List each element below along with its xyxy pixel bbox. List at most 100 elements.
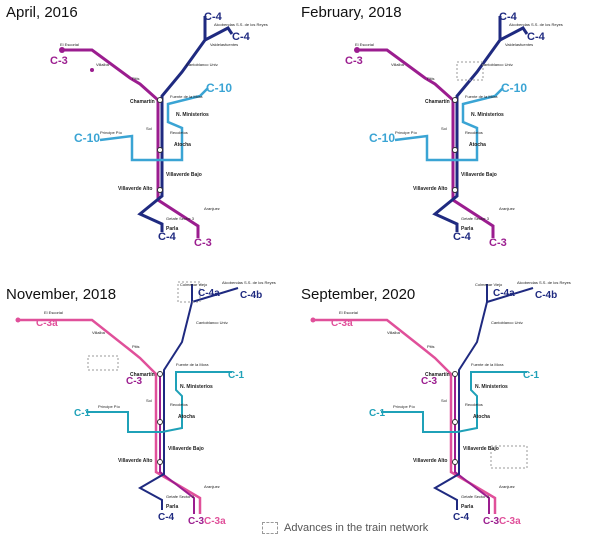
station-pitis: Pitis (427, 344, 435, 349)
station-pitis: Pitis (132, 344, 140, 349)
station-parla: Parla (461, 226, 473, 232)
station-getafe: Getafe Sector 3 (166, 216, 195, 221)
station-dot (354, 47, 360, 53)
station-chamartin: Chamartín (130, 372, 155, 378)
network-diagram: C-4 C-4 C-3 C-3 C-4 C-10 C-10 El Escoria… (50, 11, 268, 249)
line-c10 (394, 87, 504, 162)
station-parla: Parla (166, 504, 178, 510)
station-dot (157, 147, 163, 153)
label-c4-top: C-4 (499, 11, 518, 23)
station-alcobendas: Alcobendas S.S. de los Reyes (517, 280, 571, 285)
advance-box (177, 281, 201, 303)
line-c10 (99, 87, 209, 162)
label-c3-left: C-3a (331, 318, 353, 329)
station-aranjuez: Aranjuez (204, 206, 220, 211)
panel-april-2016: April, 2016 C-4 C-4 C-3 C-3 C-4 C-10 C-1… (0, 0, 294, 262)
legend-label: Advances in the train network (284, 522, 429, 534)
station-dot (157, 187, 163, 193)
station-dot (90, 68, 94, 72)
station-sol: Sol (146, 398, 152, 403)
advance-box (456, 61, 484, 81)
station-villalba: Villalba (96, 62, 110, 67)
panel-title: November, 2018 (6, 286, 117, 303)
line-c4-branch (499, 26, 529, 42)
station-nuevos-ministerios: N. Ministerios (475, 384, 508, 390)
label-c10-left: C-10 (74, 131, 100, 145)
network-diagram: C-4 C-4 C-3 C-3 C-4 C-10 C-10 El Escoria… (345, 11, 563, 249)
label-c4-right: C-4 (527, 31, 546, 43)
station-sol: Sol (441, 126, 447, 131)
panel-title: February, 2018 (301, 4, 402, 21)
panel-november-2018: November, 2018 C-4a C-4b C-3a C-3 C-3 C-… (0, 262, 294, 527)
station-nuevos-ministerios: N. Ministerios (471, 112, 504, 118)
station-fuente-mora: Fuente de la Mora (176, 362, 209, 367)
station-villaverde-alto: Villaverde Alto (118, 458, 152, 464)
station-recoletos: Recoletos (170, 402, 188, 407)
station-atocha: Atocha (174, 142, 191, 148)
station-fuente-mora: Fuente de la Mora (465, 94, 498, 99)
station-dot (452, 459, 458, 465)
legend: Advances in the train network (262, 520, 428, 536)
station-villaverde-bajo: Villaverde Bajo (463, 446, 499, 452)
label-c3-left: C-3 (50, 55, 68, 67)
label-c4-bottom: C-4 (453, 512, 470, 523)
station-dot (157, 419, 163, 425)
station-recoletos: Recoletos (465, 402, 483, 407)
station-dot (310, 317, 316, 323)
station-cantoblanco: Cantoblanco Univ. (196, 320, 228, 325)
station-nuevos-ministerios: N. Ministerios (180, 384, 213, 390)
station-nuevos-ministerios: N. Ministerios (176, 112, 209, 118)
label-c1-right: C-1 (523, 370, 540, 381)
station-principe-pio: Príncipe Pío (98, 404, 121, 409)
line-c4-branch (486, 287, 534, 303)
label-c4-top: C-4a (198, 288, 220, 299)
station-dot (452, 147, 458, 153)
label-c10-right: C-10 (206, 81, 232, 95)
line-c3 (62, 48, 200, 238)
line-c3a (18, 318, 202, 514)
station-recoletos: Recoletos (170, 130, 188, 135)
station-alcobendas: Alcobendas S.S. de los Reyes (222, 280, 276, 285)
station-dot (452, 371, 458, 377)
station-villaverde-bajo: Villaverde Bajo (461, 172, 497, 178)
station-dot (59, 47, 65, 53)
label-c3-mid: C-3 (126, 376, 143, 387)
panel-september-2020: September, 2020 C-4a C-4b C-3a C-3 C-3 C… (295, 262, 589, 527)
station-getafe: Getafe Sector 3 (461, 216, 490, 221)
label-c1-right: C-1 (228, 370, 245, 381)
station-aranjuez: Aranjuez (499, 206, 515, 211)
station-principe-pio: Príncipe Pío (395, 130, 418, 135)
label-c4-top: C-4 (204, 11, 223, 23)
station-valdelasfuentes: Valdelasfuentes (210, 42, 238, 47)
station-sol: Sol (146, 126, 152, 131)
label-c4-bottom: C-4 (453, 231, 472, 243)
station-alcobendas: Alcobendas S.S. de los Reyes (509, 22, 563, 27)
station-el-escorial: El Escorial (60, 42, 79, 47)
station-el-escorial: El Escorial (44, 310, 63, 315)
station-cantoblanco: Cantoblanco Univ. (491, 320, 523, 325)
panel-title: April, 2016 (6, 4, 78, 21)
station-sol: Sol (441, 398, 447, 403)
label-c1-left: C-1 (369, 408, 386, 419)
label-c4-right: C-4b (535, 290, 557, 301)
station-parla: Parla (166, 226, 178, 232)
line-c4 (432, 16, 502, 232)
station-chamartin: Chamartín (425, 372, 450, 378)
label-c4-right: C-4 (232, 31, 251, 43)
station-recoletos: Recoletos (465, 130, 483, 135)
station-alcobendas: Alcobendas S.S. de los Reyes (214, 22, 268, 27)
station-dot (157, 97, 163, 103)
station-pitis: Pitis (427, 76, 435, 81)
station-dot (157, 459, 163, 465)
label-c3-bottom: C-3 (483, 516, 500, 524)
line-c4 (432, 284, 488, 510)
label-c4-bottom: C-4 (158, 231, 177, 243)
line-c3 (159, 374, 195, 514)
station-getafe: Getafe Sector 3 (166, 494, 195, 499)
station-villalba: Villalba (391, 62, 405, 67)
station-atocha: Atocha (178, 414, 195, 420)
station-villalba: Villalba (92, 330, 106, 335)
network-diagram: C-4a C-4b C-3a C-3 C-3 C-3a C-4 C-1 C-1 … (310, 280, 571, 527)
station-pitis: Pitis (132, 76, 140, 81)
label-c3-left: C-3 (345, 55, 363, 67)
